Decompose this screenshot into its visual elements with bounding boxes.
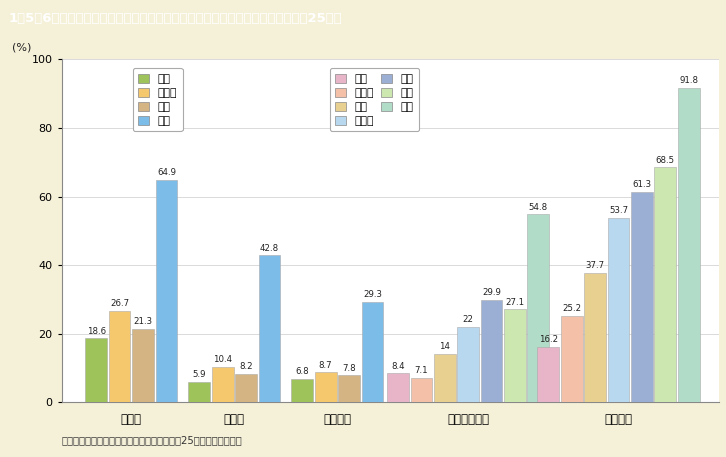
Text: 91.8: 91.8 xyxy=(679,76,698,85)
Text: 8.7: 8.7 xyxy=(319,361,333,370)
Bar xyxy=(132,329,154,402)
Bar xyxy=(235,374,257,402)
Text: 6.8: 6.8 xyxy=(295,367,309,376)
Text: 8.4: 8.4 xyxy=(391,361,405,371)
Text: 8.2: 8.2 xyxy=(239,362,253,371)
Bar xyxy=(678,88,700,402)
Text: 42.8: 42.8 xyxy=(260,244,279,253)
Text: 16.2: 16.2 xyxy=(539,335,558,344)
Bar xyxy=(537,346,559,402)
Text: 10.4: 10.4 xyxy=(213,355,232,364)
Bar xyxy=(504,309,526,402)
Text: 7.8: 7.8 xyxy=(342,364,356,373)
Bar xyxy=(631,192,653,402)
Text: 22: 22 xyxy=(462,315,473,324)
Text: 54.8: 54.8 xyxy=(529,202,548,212)
Bar xyxy=(291,379,313,402)
Bar xyxy=(410,378,432,402)
Bar xyxy=(528,214,549,402)
Text: 64.9: 64.9 xyxy=(157,168,176,177)
Bar xyxy=(584,273,606,402)
Text: 21.3: 21.3 xyxy=(134,318,152,326)
Text: 5.9: 5.9 xyxy=(192,370,206,379)
Bar xyxy=(654,167,676,402)
Text: 25.2: 25.2 xyxy=(562,304,582,313)
Bar xyxy=(481,300,502,402)
Text: 27.1: 27.1 xyxy=(505,298,524,307)
Bar xyxy=(561,316,583,402)
Bar xyxy=(434,354,456,402)
Bar xyxy=(315,372,337,402)
Bar xyxy=(212,367,234,402)
Text: 29.9: 29.9 xyxy=(482,288,501,297)
Bar xyxy=(188,382,210,402)
Bar xyxy=(258,255,280,402)
Text: 26.7: 26.7 xyxy=(110,299,129,308)
Text: 68.5: 68.5 xyxy=(656,156,675,165)
Text: 18.6: 18.6 xyxy=(86,327,106,335)
Bar xyxy=(608,218,629,402)
Bar xyxy=(109,311,131,402)
Bar xyxy=(338,376,360,402)
Text: 7.1: 7.1 xyxy=(415,366,428,375)
Text: 53.7: 53.7 xyxy=(609,207,628,215)
Bar xyxy=(155,180,177,402)
Text: 29.3: 29.3 xyxy=(363,290,382,299)
Text: 37.7: 37.7 xyxy=(586,261,605,270)
Text: 1－5－6図　本務教員総数に占める女性の割合（初等中等教育，高等教育，平成25年）: 1－5－6図 本務教員総数に占める女性の割合（初等中等教育，高等教育，平成25年… xyxy=(9,12,343,25)
Bar xyxy=(86,338,107,402)
Legend: 学長, 副学長, 教授, 准教授, 講師, 助教, 助手: 学長, 副学長, 教授, 准教授, 講師, 助教, 助手 xyxy=(330,68,419,132)
Text: (%): (%) xyxy=(12,43,32,53)
Text: 14: 14 xyxy=(439,342,450,351)
Text: 61.3: 61.3 xyxy=(632,181,651,189)
Bar xyxy=(362,302,383,402)
Bar xyxy=(457,327,479,402)
Bar xyxy=(387,373,409,402)
Text: （備考）文部科学省「学校基本調査」（平成25年度）より作成。: （備考）文部科学省「学校基本調査」（平成25年度）より作成。 xyxy=(62,436,242,446)
